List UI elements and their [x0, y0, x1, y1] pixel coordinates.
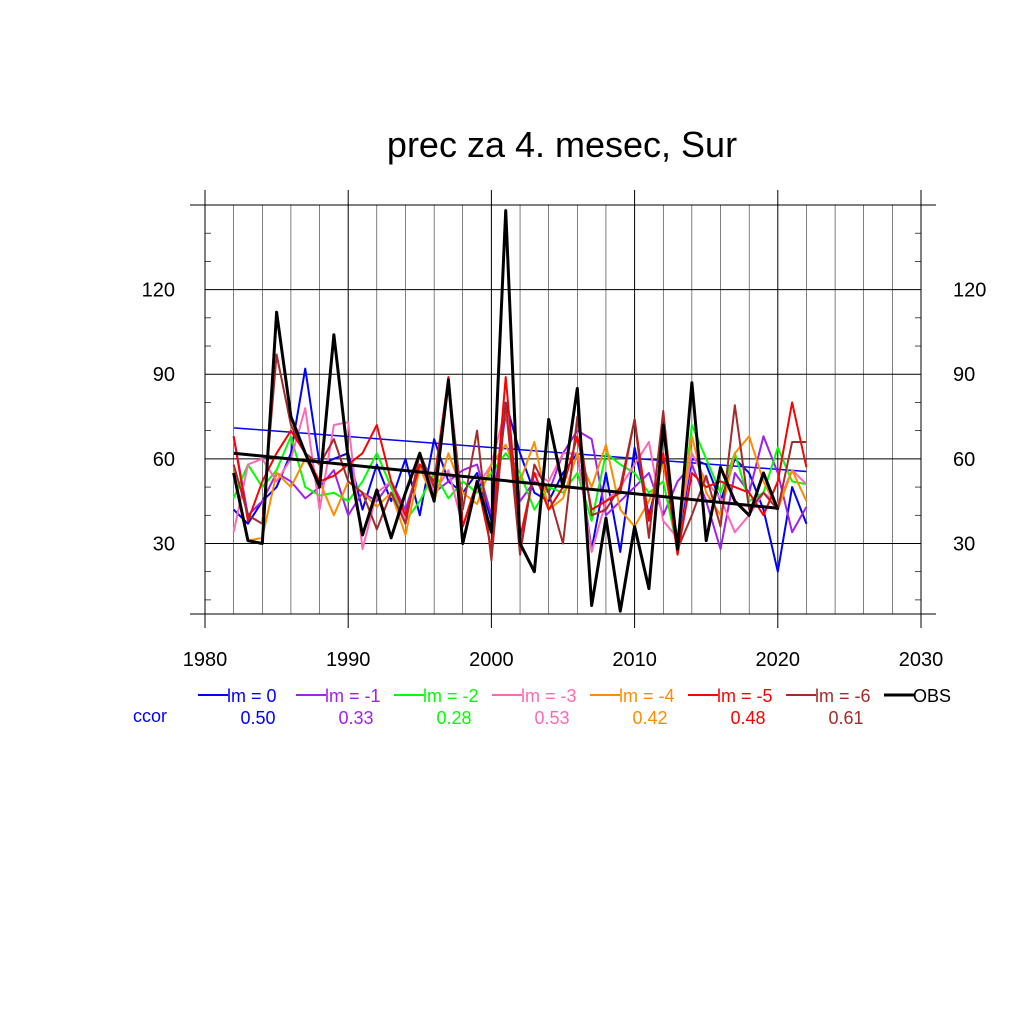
- x-tick-label: 1990: [326, 649, 371, 671]
- y-tick-label-left: 120: [142, 280, 175, 302]
- series-line: [232, 367, 808, 573]
- y-tick-label-right: 30: [953, 533, 975, 555]
- x-tick-label: 2020: [756, 649, 801, 671]
- legend-label: lm = -6: [815, 686, 871, 706]
- series-line: [232, 424, 807, 551]
- y-tick-label-right: 90: [953, 364, 975, 386]
- plot-area: [232, 209, 808, 613]
- ccor-value: 0.42: [632, 708, 667, 728]
- legend-label: lm = -4: [619, 686, 675, 706]
- trend-line: [233, 427, 807, 473]
- ccor-label: ccor: [133, 706, 167, 726]
- ccor-value: 0.61: [828, 708, 863, 728]
- y-tick-label-left: 30: [153, 533, 175, 555]
- trend-line: [233, 451, 778, 510]
- chart-title: prec za 4. mesec, Sur: [387, 124, 737, 165]
- ccor-value: 0.28: [436, 708, 471, 728]
- series-line: [232, 353, 807, 562]
- x-tick-label: 1980: [183, 649, 228, 671]
- ccor-value: 0.50: [240, 708, 275, 728]
- legend-label: lm = 0: [227, 686, 277, 706]
- series-line: [232, 209, 780, 613]
- ccor-value: 0.48: [730, 708, 765, 728]
- ccor-value: 0.53: [534, 708, 569, 728]
- legend-label: lm = -2: [423, 686, 479, 706]
- y-tick-label-left: 60: [153, 449, 175, 471]
- x-tick-label: 2000: [469, 649, 514, 671]
- x-tick-label: 2010: [612, 649, 657, 671]
- legend-label: lm = -5: [717, 686, 773, 706]
- legend-label: lm = -1: [325, 686, 381, 706]
- x-tick-label: 2030: [899, 649, 944, 671]
- legend-label: lm = -3: [521, 686, 577, 706]
- ccor-value: 0.33: [338, 708, 373, 728]
- axes: 1980 1990 2000 2010 2020 2030 30 30 60 60 90 90 120 1…: [142, 190, 986, 671]
- legend-label: OBS: [913, 686, 951, 706]
- y-tick-label-right: 60: [953, 449, 975, 471]
- y-tick-label-right: 120: [953, 280, 986, 302]
- y-tick-label-left: 90: [153, 364, 175, 386]
